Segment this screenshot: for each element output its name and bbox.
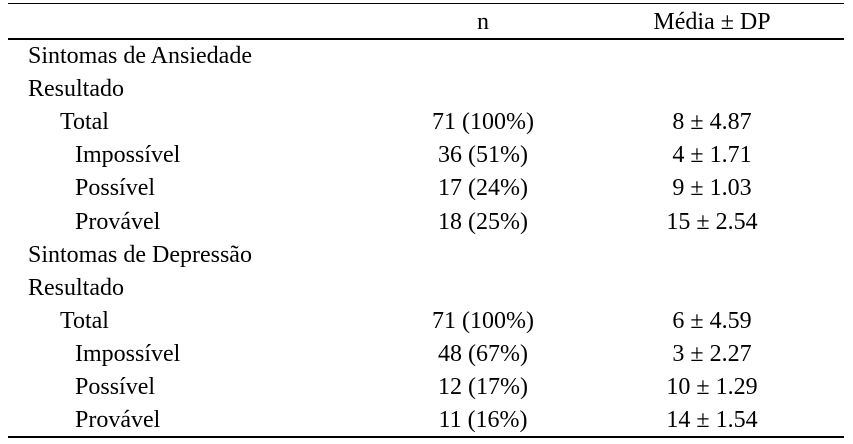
row-mean: 8 ± 4.87 [672,109,752,136]
section-title: Sintomas de Ansiedade [28,43,252,69]
row-label: Total [60,307,109,334]
row-n: 71 (100%) [432,109,534,136]
row-label: Possível [75,175,156,202]
row-n: 36 (51%) [438,142,528,169]
row-n: 11 (16%) [438,407,528,434]
top-rule [8,3,844,4]
row-label: Provável [75,208,161,235]
row-n: 71 (100%) [432,307,534,334]
row-n: 12 (17%) [438,374,528,400]
row-mean: 3 ± 2.27 [672,340,752,367]
header-rule [8,38,844,40]
row-label: Provável [75,407,161,434]
bottom-rule [8,436,844,438]
row-mean: 14 ± 1.54 [666,407,758,434]
header-mean: Média ± DP [653,9,771,35]
row-mean: 15 ± 2.54 [666,208,758,235]
section-subtitle: Resultado [28,76,124,103]
row-n: 18 (25%) [438,208,528,235]
row-label: Possível [75,374,156,400]
header-n: n [477,9,489,35]
row-n: 17 (24%) [438,175,528,202]
row-n: 48 (67%) [438,340,528,367]
row-label: Total [60,109,109,136]
row-mean: 10 ± 1.29 [666,374,758,400]
section-title: Sintomas de Depressão [28,241,252,268]
row-mean: 4 ± 1.71 [672,142,752,169]
section-subtitle: Resultado [28,274,124,301]
row-mean: 6 ± 4.59 [672,307,752,334]
row-label: Impossível [75,340,181,367]
row-label: Impossível [75,142,181,169]
row-mean: 9 ± 1.03 [672,175,752,202]
